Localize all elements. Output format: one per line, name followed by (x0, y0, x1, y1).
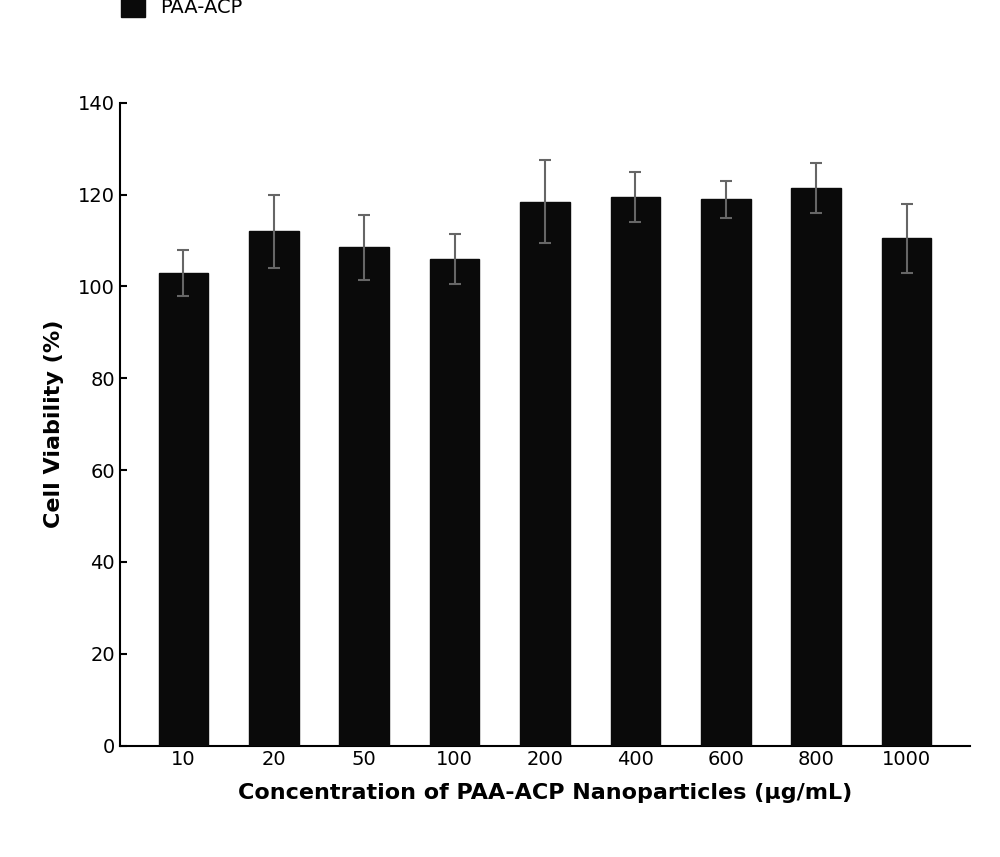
Bar (249, 231, 299, 746)
Bar (791, 188, 841, 746)
X-axis label: Concentration of PAA-ACP Nanoparticles (μg/mL): Concentration of PAA-ACP Nanoparticles (… (238, 783, 852, 803)
Legend: PAA-ACP: PAA-ACP (121, 0, 242, 17)
Bar (701, 200, 751, 746)
Bar (611, 197, 660, 746)
Bar (339, 248, 389, 746)
Bar (882, 238, 931, 746)
Bar (520, 201, 570, 746)
Bar (430, 259, 479, 746)
Y-axis label: Cell Viability (%): Cell Viability (%) (44, 320, 64, 529)
Bar (159, 273, 208, 746)
